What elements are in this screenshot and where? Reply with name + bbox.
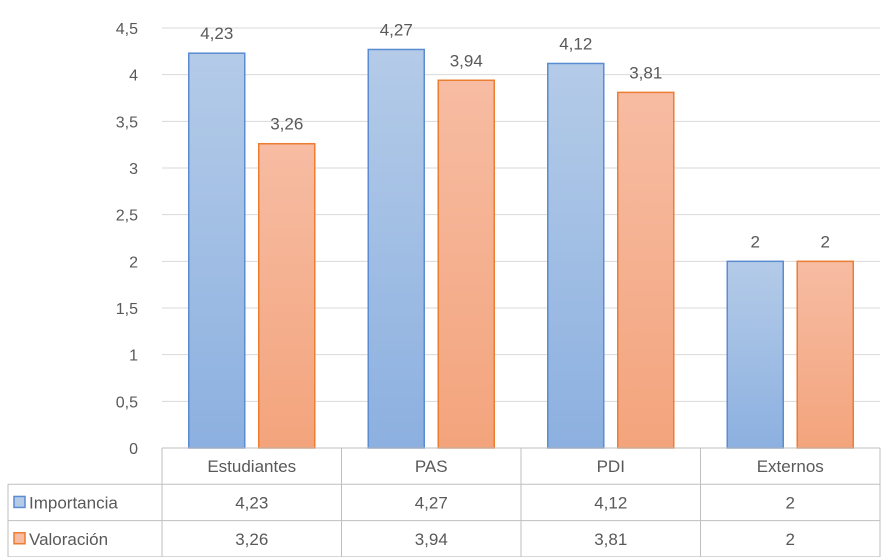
data-table: Estudiantes PAS PDI Externos Importancia 4,23… xyxy=(7,447,881,557)
bar-valoración-externos xyxy=(796,260,854,449)
table-cell: 2 xyxy=(786,530,795,549)
category-label: PAS xyxy=(415,457,448,476)
table-cell: 4,27 xyxy=(415,493,448,512)
category-label: PDI xyxy=(597,457,625,476)
data-label: 4,27 xyxy=(380,20,413,39)
bar-importancia-externos xyxy=(726,260,784,449)
data-label: 3,26 xyxy=(270,115,303,134)
data-labels: 4,23 4,27 4,12 2 3,26 3,94 3,81 2 xyxy=(200,20,830,251)
legend-swatch-valoración xyxy=(13,532,26,545)
bar-importancia-pas xyxy=(367,48,425,449)
data-label: 2 xyxy=(751,232,760,251)
bar-valoración-estudiantes xyxy=(258,142,316,449)
data-label: 3,94 xyxy=(450,51,483,70)
y-tick-label: 2 xyxy=(129,254,138,271)
category-label: Externos xyxy=(757,457,824,476)
y-tick-label: 1 xyxy=(129,348,138,365)
table-cell: 3,26 xyxy=(235,530,268,549)
data-label: 4,23 xyxy=(200,24,233,43)
y-tick-label: 4 xyxy=(129,68,138,85)
y-tick-label: 4,5 xyxy=(116,21,138,38)
data-label: 3,81 xyxy=(629,63,662,82)
data-label: 2 xyxy=(821,232,830,251)
bar-importancia-pdi xyxy=(547,62,605,449)
y-tick-label: 3,5 xyxy=(116,114,138,131)
y-tick-label: 2,5 xyxy=(116,208,138,225)
table-cell: 3,94 xyxy=(415,530,448,549)
y-tick-label: 1,5 xyxy=(116,301,138,318)
y-tick-label: 3 xyxy=(129,161,138,178)
table-cell: 4,23 xyxy=(235,493,268,512)
legend-label: Valoración xyxy=(29,530,108,549)
legend-swatch-importancia xyxy=(13,495,26,509)
legend-label: Importancia xyxy=(29,493,118,512)
y-tick-label: 0 xyxy=(129,441,138,458)
bar-importancia-estudiantes xyxy=(188,52,246,449)
data-label: 4,12 xyxy=(559,34,592,53)
bar-valoración-pdi xyxy=(617,91,675,449)
table-cell: 3,81 xyxy=(594,530,627,549)
table-cell: 2 xyxy=(786,493,795,512)
y-tick-label: 0,5 xyxy=(116,394,138,411)
category-label: Estudiantes xyxy=(207,457,296,476)
y-axis: 0 0,5 1 1,5 2 2,5 3 3,5 4 4,5 xyxy=(116,21,138,458)
table-cell: 4,12 xyxy=(594,493,627,512)
bar-valoración-pas xyxy=(437,79,495,449)
